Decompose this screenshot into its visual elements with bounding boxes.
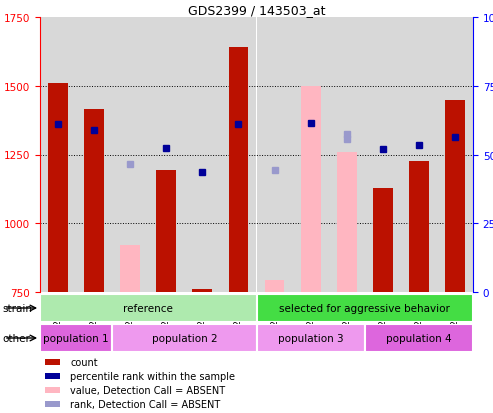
Text: value, Detection Call = ABSENT: value, Detection Call = ABSENT [70,385,225,395]
Bar [220,18,256,292]
Text: rank, Detection Call = ABSENT: rank, Detection Call = ABSENT [70,399,221,409]
Bar [48,84,68,292]
Text: percentile rank within the sample: percentile rank within the sample [70,371,235,381]
Bar [84,110,104,292]
Bar [192,290,212,292]
Bar [45,373,60,379]
Bar [112,324,256,352]
Bar [76,18,112,292]
Bar [445,100,465,292]
Bar [112,18,148,292]
Bar [45,387,60,393]
Bar [184,18,220,292]
Bar [329,18,365,292]
Bar [256,324,365,352]
Bar [148,18,184,292]
Text: population 4: population 4 [386,333,452,343]
Text: other: other [2,333,31,343]
Text: reference: reference [123,303,173,313]
Bar [256,18,292,292]
Bar [337,152,356,292]
Bar [256,294,473,322]
Bar [409,162,429,292]
Bar [265,280,284,292]
Bar [365,18,401,292]
Bar [301,87,320,292]
Bar [292,18,329,292]
Bar [156,170,176,292]
Text: selected for aggressive behavior: selected for aggressive behavior [280,303,450,313]
Bar [401,18,437,292]
Bar [229,48,248,292]
Bar [40,324,112,352]
Bar [120,246,140,292]
Bar [437,18,473,292]
Bar [40,294,256,322]
Text: strain: strain [2,303,33,313]
Bar [40,18,76,292]
Bar [45,401,60,407]
Bar [45,359,60,365]
Title: GDS2399 / 143503_at: GDS2399 / 143503_at [188,4,325,17]
Text: population 2: population 2 [151,333,217,343]
Bar [373,188,393,292]
Bar [365,324,473,352]
Text: count: count [70,357,98,367]
Text: population 1: population 1 [43,333,109,343]
Text: population 3: population 3 [278,333,344,343]
